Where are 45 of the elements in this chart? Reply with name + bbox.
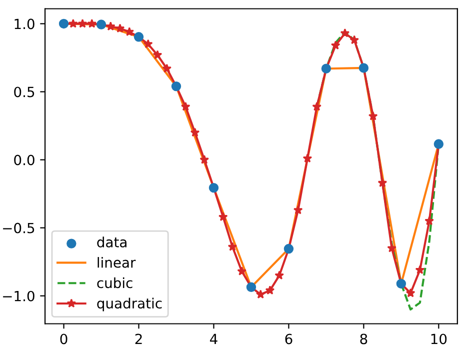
point <box>265 286 275 294</box>
legend-label: cubic <box>97 277 132 288</box>
y-tick-label: 1.0 <box>14 18 34 30</box>
legend-label: linear <box>98 257 136 268</box>
y-tick-label: −0.5 <box>3 222 34 234</box>
point <box>143 39 153 48</box>
point <box>180 102 190 111</box>
x-tick-label: 6 <box>285 334 292 344</box>
point <box>302 154 312 162</box>
point <box>78 18 88 28</box>
point <box>330 40 340 50</box>
y-tick-label: −1.0 <box>3 290 34 302</box>
point <box>415 265 425 274</box>
y-tick-label: 0.0 <box>14 154 34 166</box>
point <box>218 212 228 221</box>
legend-label: data <box>97 236 126 248</box>
point <box>293 205 303 214</box>
point <box>387 243 396 252</box>
x-tick-label: 4 <box>210 334 218 344</box>
point <box>200 154 210 164</box>
point <box>274 270 284 280</box>
point <box>115 24 125 33</box>
x-tick-label: 2 <box>135 334 142 344</box>
point <box>106 22 116 31</box>
point <box>190 128 200 137</box>
point <box>152 50 162 60</box>
x-tick-label: 8 <box>360 334 368 344</box>
y-tick-label: 0.5 <box>14 86 34 98</box>
point <box>368 111 378 120</box>
x-tick-label: 10 <box>431 334 447 344</box>
point <box>162 64 172 73</box>
point <box>228 242 238 251</box>
point <box>424 216 434 226</box>
point <box>87 18 97 28</box>
point <box>350 35 359 44</box>
x-tick-label: 0 <box>60 334 68 344</box>
point <box>312 102 322 111</box>
point <box>124 27 134 36</box>
point <box>340 28 350 38</box>
point <box>406 288 416 298</box>
point <box>237 266 247 276</box>
point <box>256 290 266 299</box>
point <box>378 178 388 187</box>
legend-label: quadratic <box>97 298 162 312</box>
point <box>68 18 78 28</box>
